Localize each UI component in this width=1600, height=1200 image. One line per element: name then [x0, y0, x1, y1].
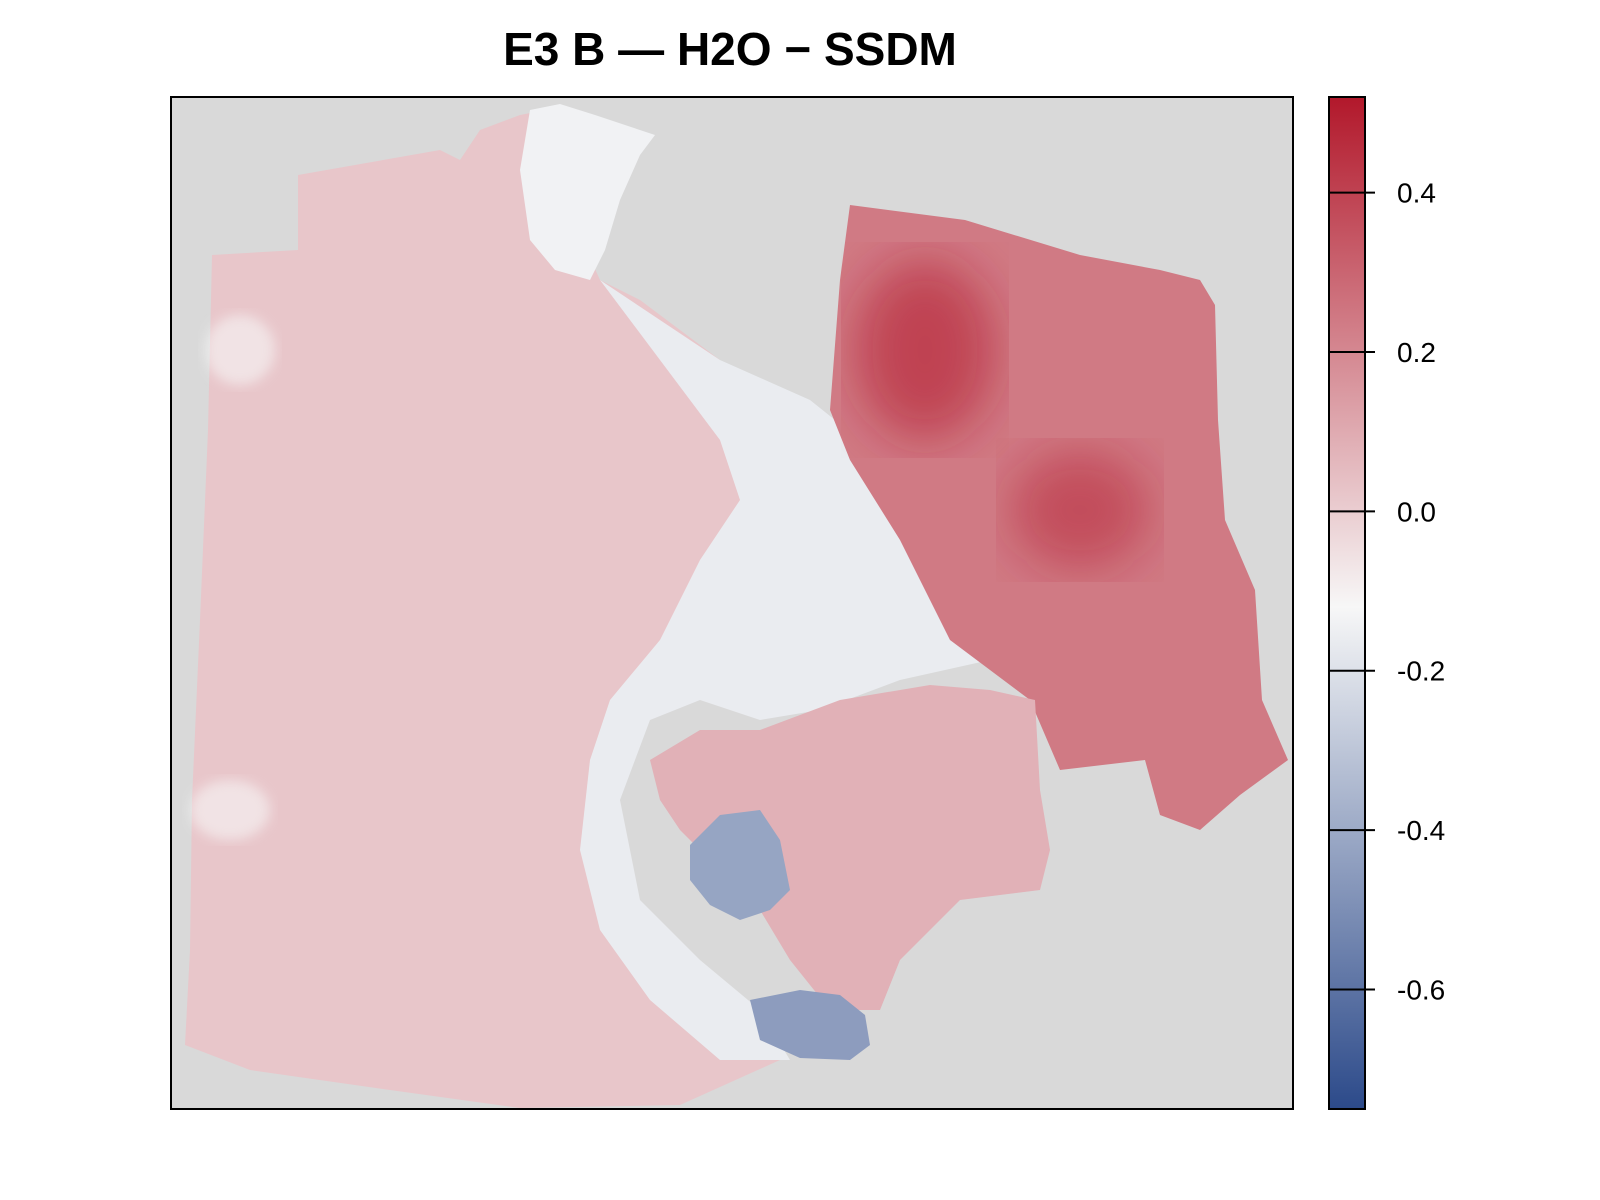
region-northern-lobe [520, 104, 655, 280]
region-southern-peninsula [650, 685, 1050, 1010]
region-western-plateau [185, 110, 790, 1108]
colorbar-tick-label: 0.2 [1397, 337, 1436, 368]
map-frame [170, 96, 1294, 1110]
colorbar-gradient [1328, 96, 1366, 1110]
hotspot-east-north [855, 260, 995, 440]
page-title: E3 B — H2O − SSDM [503, 23, 957, 75]
colorbar-tick-label: -0.4 [1397, 815, 1445, 846]
colorbar: 0.4 0.2 0.0 -0.2 -0.4 -0.6 [1328, 96, 1445, 1110]
pale-spot-southwest [190, 780, 270, 840]
raster-layer [185, 104, 1288, 1108]
region-estuary [690, 810, 790, 920]
colorbar-tick-label: 0.0 [1397, 496, 1436, 527]
region-southern-bay [750, 990, 870, 1060]
colorbar-tick-label: 0.4 [1397, 178, 1436, 209]
colorbar-tick-label: -0.6 [1397, 974, 1445, 1005]
region-central-transition [580, 280, 990, 1060]
colorbar-tick-label: -0.2 [1397, 656, 1445, 687]
hotspot-east-central [1010, 450, 1150, 570]
pale-spot-west [205, 315, 275, 385]
